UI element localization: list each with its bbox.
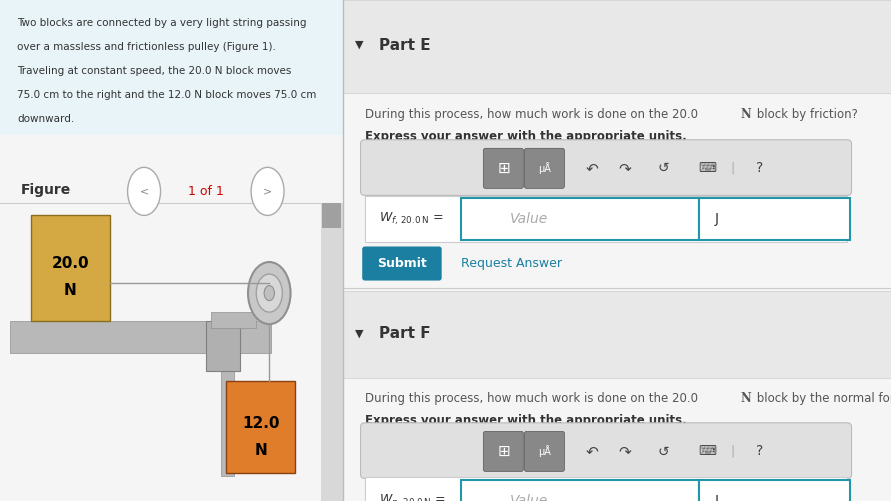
Text: Request Answer: Request Answer <box>461 257 562 270</box>
Circle shape <box>264 286 274 301</box>
Text: ?: ? <box>756 444 763 458</box>
Text: Value: Value <box>511 494 549 501</box>
Text: block by friction?: block by friction? <box>753 108 858 121</box>
Text: μÅ: μÅ <box>538 162 552 174</box>
Text: ↶: ↶ <box>586 444 599 459</box>
Text: Express your answer with the appropriate units.: Express your answer with the appropriate… <box>365 414 687 427</box>
Text: ↺: ↺ <box>658 161 669 175</box>
Text: ↺: ↺ <box>658 444 669 458</box>
Text: During this process, how much work is done on the 20.0: During this process, how much work is do… <box>365 108 702 121</box>
FancyBboxPatch shape <box>525 431 564 471</box>
Text: 75.0 cm to the right and the 12.0 N block moves 75.0 cm: 75.0 cm to the right and the 12.0 N bloc… <box>17 90 316 100</box>
Bar <box>31 215 110 321</box>
Text: ?: ? <box>756 161 763 175</box>
Text: ⌨: ⌨ <box>699 445 716 458</box>
Text: N: N <box>254 443 267 458</box>
Bar <box>226 381 295 473</box>
Text: ↷: ↷ <box>619 161 632 176</box>
Text: |: | <box>730 445 734 458</box>
Text: |: | <box>730 162 734 175</box>
Text: $W_{n,\,\mathsf{20.0\,N}}$ =: $W_{n,\,\mathsf{20.0\,N}}$ = <box>379 493 446 501</box>
Text: $W_{f,\,\mathsf{20.0\,N}}$ =: $W_{f,\,\mathsf{20.0\,N}}$ = <box>379 211 443 227</box>
Bar <box>343 291 891 378</box>
Text: 12.0: 12.0 <box>242 416 280 431</box>
Bar <box>211 312 256 328</box>
Text: Figure: Figure <box>20 183 70 197</box>
Text: over a massless and frictionless pulley (Figure 1).: over a massless and frictionless pulley … <box>17 42 276 52</box>
Text: ▼: ▼ <box>356 328 364 338</box>
Text: ▼: ▼ <box>356 40 364 50</box>
Text: ⊞: ⊞ <box>497 444 510 459</box>
Text: Submit: Submit <box>378 257 427 270</box>
Circle shape <box>257 274 282 312</box>
FancyBboxPatch shape <box>0 0 343 135</box>
Text: Two blocks are connected by a very light string passing: Two blocks are connected by a very light… <box>17 18 307 28</box>
Text: N: N <box>740 392 752 405</box>
FancyBboxPatch shape <box>363 246 442 281</box>
Text: J: J <box>715 494 718 501</box>
Text: Part F: Part F <box>379 326 430 341</box>
FancyBboxPatch shape <box>361 140 852 195</box>
Text: >: > <box>263 186 272 196</box>
Bar <box>461 198 699 240</box>
Text: Express your answer with the appropriate units.: Express your answer with the appropriate… <box>365 130 687 143</box>
Text: N: N <box>740 108 752 121</box>
Text: ⌨: ⌨ <box>699 162 716 175</box>
Text: <: < <box>140 186 149 196</box>
Bar <box>461 480 699 501</box>
Text: Traveling at constant speed, the 20.0 N block moves: Traveling at constant speed, the 20.0 N … <box>17 66 291 76</box>
Text: N: N <box>64 283 77 298</box>
FancyBboxPatch shape <box>483 148 523 188</box>
Text: Part E: Part E <box>379 38 430 53</box>
Text: Value: Value <box>511 212 549 226</box>
Text: ↶: ↶ <box>586 161 599 176</box>
Bar <box>323 203 341 228</box>
Text: μÅ: μÅ <box>538 445 552 457</box>
FancyBboxPatch shape <box>361 423 852 478</box>
Bar <box>343 0 891 93</box>
Text: 1 of 1: 1 of 1 <box>188 185 224 198</box>
Circle shape <box>127 167 160 215</box>
FancyBboxPatch shape <box>525 148 564 188</box>
Bar <box>321 203 343 501</box>
Text: 20.0: 20.0 <box>52 256 89 271</box>
Circle shape <box>248 262 290 324</box>
FancyBboxPatch shape <box>206 321 241 371</box>
Bar <box>11 321 271 353</box>
Bar <box>365 196 847 242</box>
Text: ⊞: ⊞ <box>497 161 510 176</box>
Bar <box>699 480 850 501</box>
Bar <box>699 198 850 240</box>
Circle shape <box>251 167 284 215</box>
Text: downward.: downward. <box>17 114 75 124</box>
Text: block by the normal force?: block by the normal force? <box>753 392 891 405</box>
Bar <box>365 477 847 501</box>
Text: ↷: ↷ <box>619 444 632 459</box>
Text: J: J <box>715 212 718 226</box>
Text: During this process, how much work is done on the 20.0: During this process, how much work is do… <box>365 392 702 405</box>
FancyBboxPatch shape <box>483 431 523 471</box>
Bar <box>221 341 234 476</box>
